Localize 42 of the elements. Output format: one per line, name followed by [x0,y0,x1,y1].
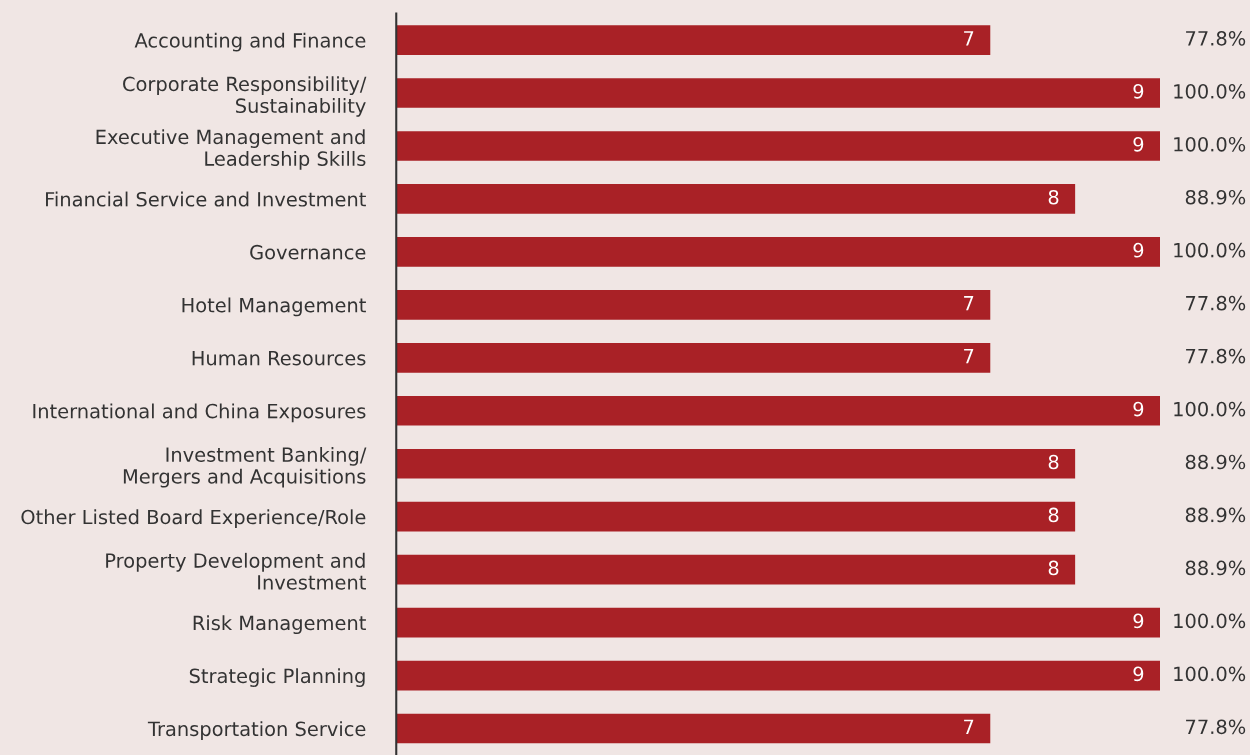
data-label: 8 [1048,507,1059,523]
text: 100.0% [1174,242,1246,258]
y-tick-label: Corporate Responsibility/ Sustainability [123,76,367,117]
data-label: 9 [1133,136,1144,152]
text: 100.0% [1174,136,1246,152]
data-label: 9 [1133,242,1144,258]
text: 100.0% [1174,83,1246,99]
data-label: 8 [1048,560,1059,576]
text: 88.9% [1185,189,1246,205]
y-tick-label: Executive Management and Leadership Skills [96,129,366,170]
data-label: 9 [1133,83,1144,99]
y-tick-label: Governance [250,244,366,260]
data-label: 7 [964,296,974,311]
data-label: 7 [964,719,974,734]
y-tick-label: Strategic Planning [189,668,365,687]
data-label: 8 [1048,189,1059,205]
text: 88.9% [1185,507,1246,523]
text: 100.0% [1174,613,1246,629]
data-label: 8 [1048,454,1059,470]
text: 88.9% [1185,454,1246,470]
data-label: 9 [1133,613,1144,629]
text: 100.0% [1174,666,1246,682]
data-label: 7 [964,31,974,46]
y-tick-label: Risk Management [193,615,366,635]
y-tick-label: Financial Service and Investment [46,191,366,207]
text: 88.9% [1185,560,1246,576]
y-tick-label: Human Resources [192,351,366,366]
y-tick-label: Transportation Service [147,721,366,740]
y-tick-label: Accounting and Finance [134,32,366,52]
y-tick-label: Investment Banking/ Mergers and Acquisitions [123,446,367,488]
y-tick-label: International and China Exposures [33,403,366,423]
data-label: 9 [1133,401,1144,417]
text: 77.8% [1186,719,1246,735]
text: 77.8% [1186,348,1246,364]
y-tick-label: Other Listed Board Experience/Role [21,509,366,529]
data-label: 9 [1133,666,1144,682]
data-label: 7 [964,349,974,364]
y-tick-label: Hotel Management [182,297,366,317]
text: 100.0% [1174,401,1246,417]
text: 77.8% [1186,31,1246,46]
text: 77.8% [1186,295,1246,311]
y-tick-label: Property Development and Investment [106,552,366,590]
